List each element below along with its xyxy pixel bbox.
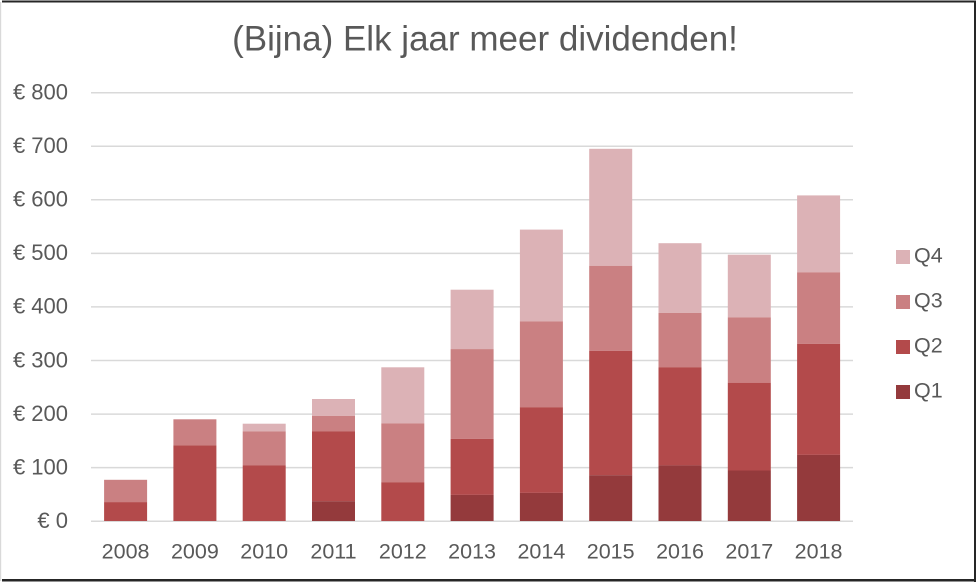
- svg-text:€ 400: € 400: [13, 294, 68, 319]
- svg-text:€ 200: € 200: [13, 401, 68, 426]
- svg-text:2013: 2013: [448, 540, 496, 564]
- svg-text:2017: 2017: [725, 540, 773, 564]
- svg-text:€ 0: € 0: [37, 508, 68, 533]
- svg-text:Q1: Q1: [914, 378, 943, 402]
- svg-text:2008: 2008: [102, 540, 150, 564]
- svg-text:€ 500: € 500: [13, 240, 68, 265]
- svg-text:(Bijna) Elk jaar meer dividend: (Bijna) Elk jaar meer dividenden!: [232, 19, 738, 58]
- svg-text:€ 600: € 600: [13, 187, 68, 212]
- svg-text:2014: 2014: [517, 540, 565, 564]
- svg-text:Q3: Q3: [914, 288, 943, 312]
- svg-text:€ 800: € 800: [13, 80, 68, 105]
- svg-text:2015: 2015: [587, 540, 635, 564]
- svg-text:2011: 2011: [310, 540, 356, 564]
- svg-text:Q4: Q4: [914, 243, 943, 267]
- svg-text:Q2: Q2: [914, 333, 943, 357]
- svg-text:€ 100: € 100: [13, 454, 68, 479]
- svg-text:€ 300: € 300: [13, 347, 68, 372]
- svg-text:2012: 2012: [379, 540, 427, 564]
- svg-text:2016: 2016: [656, 540, 704, 564]
- svg-text:2018: 2018: [795, 540, 843, 564]
- svg-text:2010: 2010: [240, 540, 288, 564]
- svg-text:€ 700: € 700: [13, 133, 68, 158]
- svg-text:2009: 2009: [171, 540, 219, 564]
